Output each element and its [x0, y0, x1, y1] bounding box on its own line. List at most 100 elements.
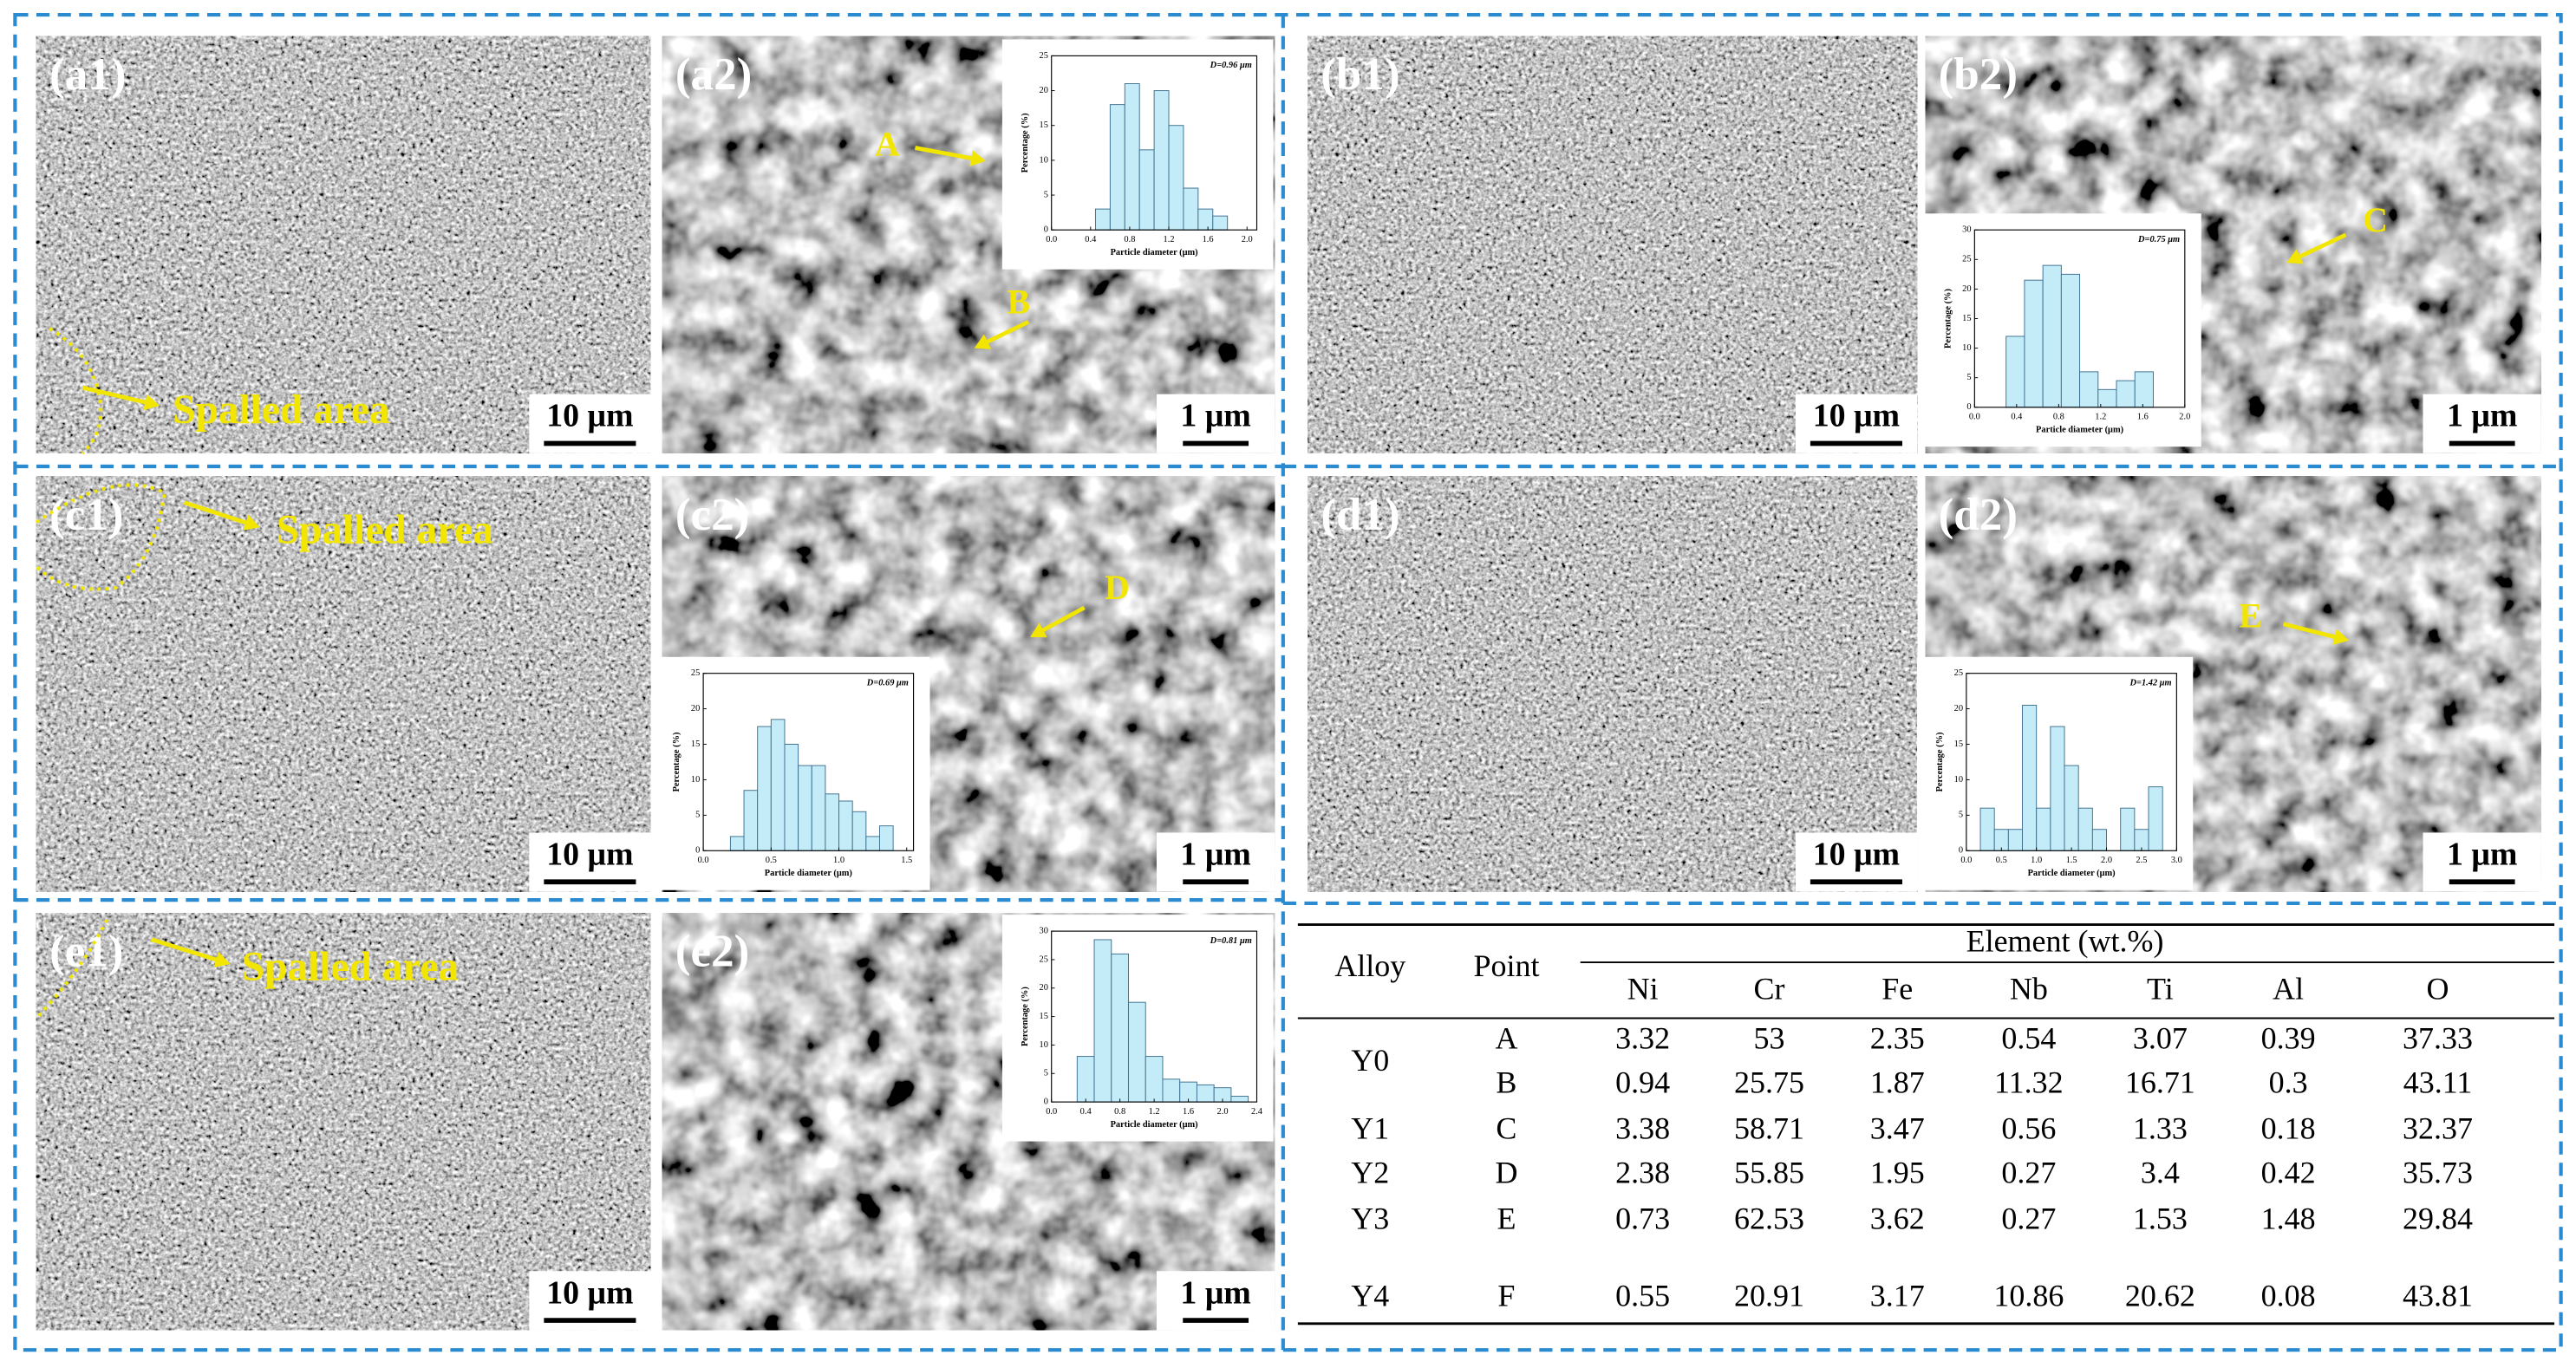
point-cell: D — [1495, 1156, 1517, 1190]
y-tick-label: 20 — [691, 704, 700, 713]
histogram-bar — [2134, 371, 2154, 408]
panel-label: (b1) — [1321, 49, 1399, 100]
y-tick-label: 10 — [691, 775, 700, 785]
histogram-bar — [1212, 215, 1229, 231]
histogram-bar — [2022, 705, 2038, 851]
value-cell: 16.71 — [2125, 1065, 2195, 1099]
histogram-bar — [851, 811, 867, 851]
histogram-bar — [757, 726, 772, 851]
sem-panel: (e1) 10 μm Spalled area — [35, 913, 651, 1331]
x-tick-label: 2.0 — [1242, 235, 1253, 244]
size-annotation: D=0.75 μm — [2137, 235, 2180, 244]
element-header: Ti — [2147, 971, 2174, 1006]
y-tick-label: 10 — [1040, 155, 1048, 165]
y-tick-label: 5 — [1044, 190, 1048, 199]
scale-bar-label: 1 μm — [2447, 398, 2517, 434]
scale-bar-label: 10 μm — [1813, 837, 1900, 873]
x-tick-label: 0.0 — [1960, 856, 1972, 865]
x-tick-label: 1.6 — [1183, 1107, 1194, 1117]
histogram-bar — [770, 719, 786, 851]
y-tick-label: 25 — [1040, 954, 1048, 964]
y-tick-label: 5 — [695, 811, 700, 820]
x-tick-label: 0.4 — [1080, 1107, 1092, 1117]
value-cell: 0.56 — [2001, 1111, 2056, 1145]
alloy-cell: Y3 — [1351, 1202, 1389, 1236]
value-cell: 58.71 — [1734, 1111, 1804, 1145]
y-axis-label: Percentage (%) — [1021, 113, 1030, 173]
y-tick-label: 15 — [691, 739, 700, 749]
sem-panel: (c2) 1 μm D 0 5 10 15 20 25 0.0 0.5 1.0 1.5 Particle … — [654, 476, 1275, 892]
value-cell: 0.55 — [1615, 1279, 1670, 1313]
value-cell: 43.11 — [2403, 1065, 2473, 1099]
histogram-bar — [1153, 90, 1170, 231]
y-tick-label: 5 — [1966, 373, 1971, 382]
alloy-cell: Y2 — [1351, 1156, 1389, 1190]
y-tick-label: 0 — [695, 846, 700, 856]
scale-bar-label: 1 μm — [2447, 837, 2517, 873]
point-cell: A — [1495, 1020, 1517, 1055]
panel-label: (b2) — [1939, 49, 2018, 100]
alloy-cell: Y0 — [1351, 1043, 1389, 1078]
histogram-bar — [2060, 273, 2081, 408]
x-tick-label: 2.0 — [2179, 413, 2190, 422]
element-header: Fe — [1881, 971, 1913, 1006]
value-cell: 0.54 — [2001, 1020, 2056, 1055]
value-cell: 20.62 — [2125, 1279, 2195, 1313]
histogram-bar — [2116, 380, 2136, 408]
sem-image — [36, 913, 651, 1331]
value-cell: 1.48 — [2261, 1202, 2316, 1236]
value-cell: 2.38 — [1615, 1156, 1670, 1190]
annotation: Spalled area — [242, 944, 459, 989]
size-annotation: D=0.96 μm — [1210, 61, 1252, 70]
histogram-bar — [2036, 807, 2051, 851]
panel-label: (a1) — [49, 49, 126, 100]
x-tick-label: 0.5 — [766, 856, 777, 865]
x-tick-label: 0.0 — [1046, 1107, 1057, 1117]
arrow-shaft — [183, 500, 251, 526]
histogram-bar — [2064, 765, 2079, 851]
x-tick-label: 0.8 — [1114, 1107, 1125, 1117]
y-tick-label: 30 — [1962, 225, 1971, 235]
sem-panel: (b2) 1 μm C 0 5 10 15 20 25 30 0.0 0.4 0.8 1.2 1.6 2.0 P… — [1925, 36, 2541, 453]
histogram-bar — [1196, 1084, 1215, 1103]
value-cell: 32.37 — [2403, 1111, 2473, 1145]
scale-bar-label: 1 μm — [1180, 1274, 1250, 1311]
histogram-bar — [1230, 1096, 1249, 1103]
y-tick-label: 15 — [1954, 739, 1963, 749]
panel-label: (c1) — [49, 490, 123, 540]
histogram-bar — [2050, 726, 2065, 851]
value-cell: 0.3 — [2269, 1065, 2308, 1099]
arrow-head — [1030, 622, 1047, 638]
size-annotation: D=1.42 μm — [2129, 678, 2172, 687]
x-tick-label: 1.0 — [2031, 856, 2042, 865]
x-tick-label: 1.0 — [833, 856, 845, 865]
x-tick-label: 0.0 — [698, 856, 709, 865]
histogram-bar — [2024, 279, 2044, 408]
arrow-shaft — [981, 320, 1030, 346]
x-tick-label: 1.6 — [1203, 235, 1214, 244]
panel-label: (e1) — [49, 927, 123, 977]
element-header: Nb — [2010, 971, 2048, 1006]
y-tick-label: 15 — [1040, 121, 1048, 130]
histogram-bar — [811, 765, 826, 851]
x-tick-label: 1.5 — [2066, 856, 2077, 865]
histogram-bar — [2079, 371, 2099, 408]
spalled-outline — [35, 918, 109, 1019]
histogram-bar — [879, 825, 894, 851]
y-tick-label: 0 — [1966, 402, 1971, 412]
annotation: E — [2239, 596, 2262, 635]
value-cell: 1.53 — [2133, 1202, 2188, 1236]
value-cell: 3.62 — [1870, 1202, 1925, 1236]
sem-panel: (d1) 10 μm — [1308, 476, 1918, 892]
y-axis-label: Percentage (%) — [672, 732, 681, 791]
value-cell: 0.94 — [1615, 1065, 1670, 1099]
annotation: C — [2363, 201, 2388, 239]
x-tick-label: 1.2 — [1149, 1107, 1160, 1117]
point-cell: E — [1497, 1202, 1516, 1236]
histogram-bar — [1183, 187, 1199, 231]
value-cell: 1.87 — [1870, 1065, 1925, 1099]
value-cell: 35.73 — [2403, 1156, 2473, 1190]
value-cell: 3.17 — [1870, 1279, 1925, 1313]
histogram-bar — [1128, 1001, 1146, 1103]
x-axis-label: Particle diameter (μm) — [2036, 426, 2124, 435]
